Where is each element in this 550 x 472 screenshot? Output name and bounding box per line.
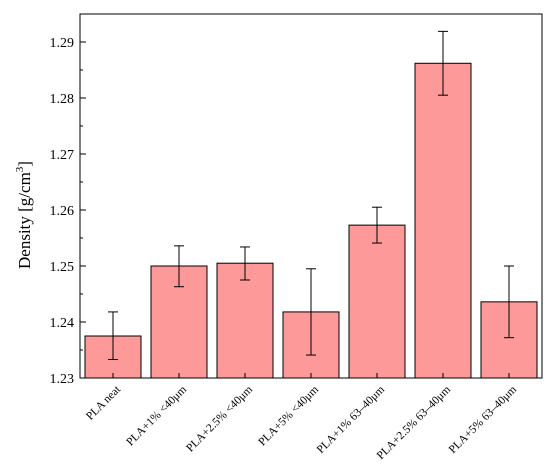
y-axis-label-superscript: 3 [14,166,26,172]
error-bar [108,311,118,361]
y-axis-label-close: ] [15,161,34,167]
error-bar [174,245,184,288]
y-tick-label: 1.28 [50,92,75,107]
error-bars [108,30,514,361]
x-tick-label: PLA+1% <40μm [124,384,189,449]
error-bar [438,30,448,96]
x-tick-label: PLA+5% 63–40μm [447,384,519,456]
bar [414,62,472,379]
y-tick-label: 1.26 [50,204,75,219]
y-axis-label-text: Density [g/cm [15,172,34,269]
y-tick-label: 1.23 [50,372,75,387]
x-tick-label: PLA+2.5% 63–40μm [375,384,453,462]
y-axis-label: Density [g/cm3] [14,161,34,269]
x-tick-label: PLA+2.5% <40μm [184,384,255,455]
y-axis: 1.23 1.24 1.25 1.26 1.27 1.28 1.29 [50,36,86,387]
x-tick-label: PLA+5% <40μm [256,384,321,449]
error-bar [504,265,514,339]
error-bar [240,246,250,281]
y-tick-label: 1.29 [50,36,75,51]
x-tick-label: PLA neat [84,383,124,423]
y-tick-label: 1.24 [50,316,75,331]
y-tick-label: 1.25 [50,260,75,275]
error-bar [306,268,316,356]
error-bar [372,206,382,244]
y-tick-label: 1.27 [50,148,75,163]
bar [348,224,406,379]
x-tick-label: PLA+1% 63–40μm [315,384,387,456]
bar [216,262,274,379]
